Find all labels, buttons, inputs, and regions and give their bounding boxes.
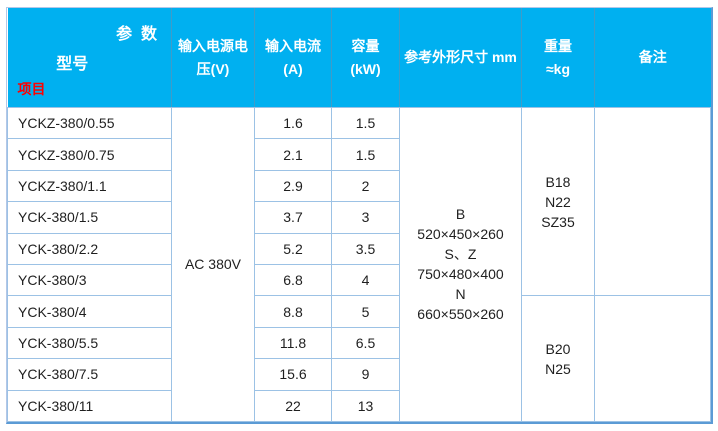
header-row: 参 数 型号 项目 输入电源电压(V) 输入电流 (A) 容量 (kW) 参考外形尺寸 m… [7,8,711,108]
spec-table: 参 数 型号 项目 输入电源电压(V) 输入电流 (A) 容量 (kW) 参考外形尺寸 m… [7,8,711,422]
model-cell: YCKZ-380/0.55 [7,106,172,140]
weight-cell-line: SZ35 [541,213,575,230]
capacity-cell: 1.5 [331,106,400,140]
table-row: YCKZ-380/1.1 2.9 2 [7,169,711,203]
header-col-1-label: 输入电流 [265,37,321,54]
current-cell: 1.6 [254,106,332,140]
header-col-1: 输入电流 (A) [254,8,332,108]
header-col-2-label: 容量 [351,37,380,54]
table-row: YCKZ-380/0.55 AC 380V 1.6 1.5 B 520×450×260 S、… [7,106,711,422]
header-model-label: 型号 [56,55,89,73]
model-cell: YCK-380/2.2 [7,232,172,265]
header-corner-layout: 参 数 型号 项目 [8,8,172,107]
model-cell: YCKZ-380/0.75 [7,138,172,171]
remark-cell [594,106,711,297]
weight-cell-line: B20 [545,340,571,357]
header-col-2-label: (kW) [350,60,381,77]
current-cell: 3.7 [254,201,332,234]
remark-cell [594,295,711,422]
header-col-5: 备注 [594,8,711,108]
dimensions-cell-line: S、Z [444,246,477,263]
header-col-0: 输入电源电压(V) [171,8,255,108]
table-row: YCK-380/11 22 13 [7,389,711,422]
header-col-0-label: 输入电源电 [178,37,248,54]
model-cell: YCK-380/4 [7,295,172,328]
capacity-cell: 5 [331,295,400,328]
dimensions-cell-line: 750×480×400 [417,266,504,283]
header-col-2: 容量 (kW) [331,8,400,108]
table-row: YCKZ-380/0.75 2.1 1.5 [7,138,711,171]
header-col-4-label: ≈kg [545,60,571,77]
header-project-label: 项目 [17,81,46,97]
table-body: YCKZ-380/0.55 AC 380V 1.6 1.5 B 520×450×260 S、… [7,106,711,422]
current-cell: 2.9 [254,169,332,203]
weight-cell: B20 N25 [521,295,595,422]
table-row: YCK-380/4 8.8 5 B20 N25 [7,295,711,422]
weight-cell-line: B18 [545,173,571,190]
capacity-cell: 1.5 [331,138,400,171]
dimensions-cell: B 520×450×260 S、Z 750×480×400 N 660×550×260 [399,107,522,422]
capacity-cell: 3 [331,201,400,234]
weight-cell-line: N22 [545,193,571,210]
voltage-cell: AC 380V [171,107,255,422]
table-row: YCK-380/1.5 3.7 3 [7,201,711,234]
capacity-cell: 3.5 [331,232,400,265]
capacity-cell: 6.5 [331,326,400,360]
current-cell: 5.2 [254,232,332,265]
dimensions-cell-line: 520×450×260 [417,226,504,243]
model-cell: YCKZ-380/1.1 [7,169,172,203]
header-col-1-label: (A) [283,60,303,77]
model-cell: YCK-380/3 [7,263,172,297]
capacity-cell: 13 [331,389,400,422]
table-row: YCK-380/5.5 11.8 6.5 [7,326,711,360]
weight-cell: B18 N22 SZ35 [521,106,595,297]
weight-cell-line: N25 [545,360,571,377]
header-col-5-label: 备注 [638,49,667,65]
model-cell: YCK-380/11 [7,389,172,422]
dimensions-cell-line: 660×550×260 [417,306,504,323]
table-row: YCK-380/2.2 5.2 3.5 [7,232,711,265]
header-corner-cell: 参 数 型号 项目 [7,8,172,108]
header-col-4-label: 重量 [544,37,572,54]
capacity-cell: 2 [331,169,400,203]
model-cell: YCK-380/5.5 [7,326,172,360]
header-col-3-label: 参考外形尺寸 mm [404,49,517,65]
dimensions-cell-line: B [455,206,466,223]
current-cell: 22 [254,389,332,422]
model-cell: YCK-380/1.5 [7,201,172,234]
header-col-4: 重量 ≈kg [521,8,595,108]
current-cell: 6.8 [254,263,332,297]
dimensions-cell-line: N [455,286,466,303]
table-row: YCK-380/7.5 15.6 9 [7,358,711,391]
header-col-0-label: 压(V) [196,60,230,77]
current-cell: 2.1 [254,138,332,171]
capacity-cell: 9 [331,358,400,391]
current-cell: 11.8 [254,326,332,360]
current-cell: 15.6 [254,358,332,391]
capacity-cell: 4 [331,263,400,297]
model-cell: YCK-380/7.5 [7,358,172,391]
spec-table-container: 参 数 型号 项目 输入电源电压(V) 输入电流 (A) 容量 (kW) 参考外形尺寸 m… [6,7,713,424]
header-col-3: 参考外形尺寸 mm [399,8,522,108]
header-params-label: 参 数 [116,26,157,43]
current-cell: 8.8 [254,295,332,328]
